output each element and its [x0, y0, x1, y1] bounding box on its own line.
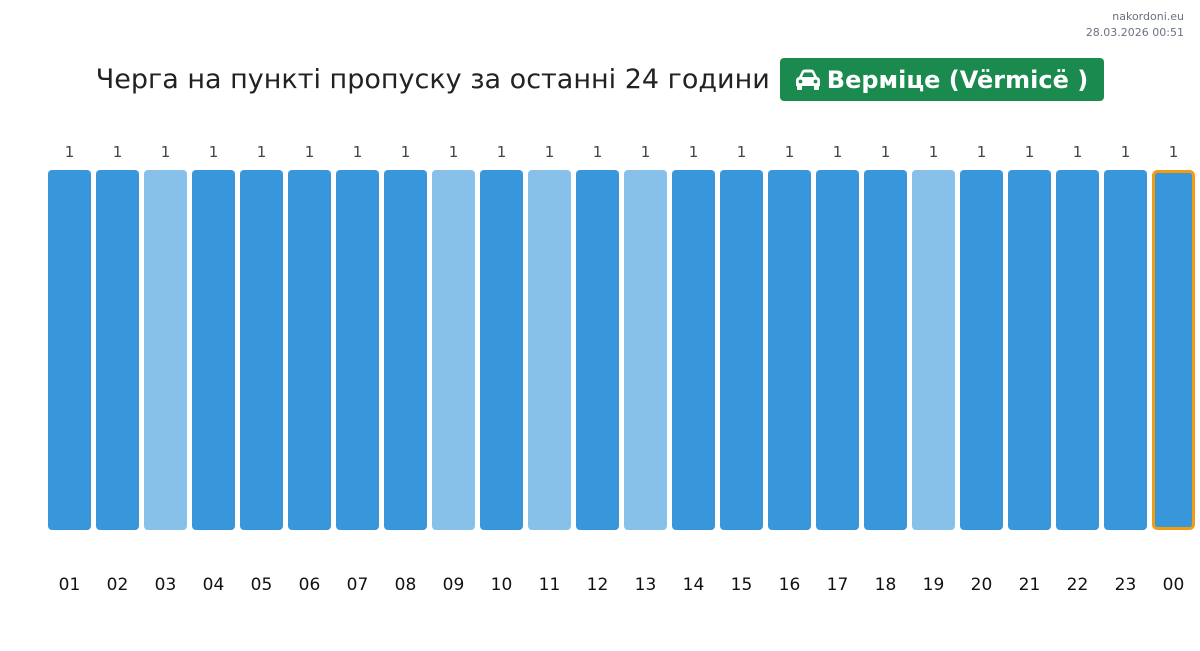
- value-label-17: 1: [833, 143, 843, 161]
- tick-label-17: 17: [827, 575, 849, 595]
- tick-label-06: 06: [299, 575, 321, 595]
- bar-06: [288, 170, 331, 530]
- bar-08: [384, 170, 427, 530]
- tick-label-23: 23: [1115, 575, 1137, 595]
- value-label-19: 1: [929, 143, 939, 161]
- bar-09: [432, 170, 475, 530]
- value-label-23: 1: [1121, 143, 1131, 161]
- value-label-00: 1: [1169, 143, 1179, 161]
- value-label-05: 1: [257, 143, 267, 161]
- value-label-10: 1: [497, 143, 507, 161]
- bar-00: [1152, 170, 1195, 530]
- tick-label-02: 02: [107, 575, 129, 595]
- crossing-name: Верміце (Vërmicë ): [826, 65, 1089, 94]
- bar-11: [528, 170, 571, 530]
- tick-label-09: 09: [443, 575, 465, 595]
- timestamp: 28.03.2026 00:51: [1085, 26, 1184, 39]
- value-label-08: 1: [401, 143, 411, 161]
- value-label-22: 1: [1073, 143, 1083, 161]
- tick-label-03: 03: [155, 575, 177, 595]
- bar-14: [672, 170, 715, 530]
- car-icon: [794, 68, 822, 92]
- bar-22: [1056, 170, 1099, 530]
- bar-07: [336, 170, 379, 530]
- value-label-20: 1: [977, 143, 987, 161]
- bar-12: [576, 170, 619, 530]
- tick-label-16: 16: [779, 575, 801, 595]
- value-label-06: 1: [305, 143, 315, 161]
- value-label-09: 1: [449, 143, 459, 161]
- tick-label-10: 10: [491, 575, 513, 595]
- site-info: nakordoni.eu 28.03.2026 00:51: [1086, 9, 1184, 41]
- bar-23: [1104, 170, 1147, 530]
- crossing-badge: Верміце (Vërmicë ): [779, 58, 1105, 101]
- value-label-13: 1: [641, 143, 651, 161]
- tick-label-18: 18: [875, 575, 897, 595]
- bar-02: [96, 170, 139, 530]
- bar-01: [48, 170, 91, 530]
- page-heading: Черга на пункті пропуску за останні 24 г…: [0, 58, 1200, 101]
- tick-label-13: 13: [635, 575, 657, 595]
- value-label-15: 1: [737, 143, 747, 161]
- tick-label-04: 04: [203, 575, 225, 595]
- value-label-21: 1: [1025, 143, 1035, 161]
- tick-label-00: 00: [1163, 575, 1185, 595]
- site-name: nakordoni.eu: [1112, 10, 1184, 23]
- page-title: Черга на пункті пропуску за останні 24 г…: [95, 64, 770, 95]
- bar-10: [480, 170, 523, 530]
- tick-label-20: 20: [971, 575, 993, 595]
- value-label-18: 1: [881, 143, 891, 161]
- value-label-12: 1: [593, 143, 603, 161]
- value-label-14: 1: [689, 143, 699, 161]
- tick-label-05: 05: [251, 575, 273, 595]
- bar-16: [768, 170, 811, 530]
- bar-20: [960, 170, 1003, 530]
- value-label-01: 1: [65, 143, 75, 161]
- tick-label-07: 07: [347, 575, 369, 595]
- bar-05: [240, 170, 283, 530]
- tick-label-21: 21: [1019, 575, 1041, 595]
- value-label-11: 1: [545, 143, 555, 161]
- bar-15: [720, 170, 763, 530]
- value-label-16: 1: [785, 143, 795, 161]
- bar-19: [912, 170, 955, 530]
- tick-label-19: 19: [923, 575, 945, 595]
- value-label-02: 1: [113, 143, 123, 161]
- tick-label-15: 15: [731, 575, 753, 595]
- bar-18: [864, 170, 907, 530]
- bar-13: [624, 170, 667, 530]
- tick-label-22: 22: [1067, 575, 1089, 595]
- bar-21: [1008, 170, 1051, 530]
- tick-label-14: 14: [683, 575, 705, 595]
- bar-17: [816, 170, 859, 530]
- tick-label-12: 12: [587, 575, 609, 595]
- tick-label-08: 08: [395, 575, 417, 595]
- tick-label-01: 01: [59, 575, 81, 595]
- value-label-03: 1: [161, 143, 171, 161]
- value-label-04: 1: [209, 143, 219, 161]
- tick-label-11: 11: [539, 575, 561, 595]
- value-label-07: 1: [353, 143, 363, 161]
- bar-04: [192, 170, 235, 530]
- bar-03: [144, 170, 187, 530]
